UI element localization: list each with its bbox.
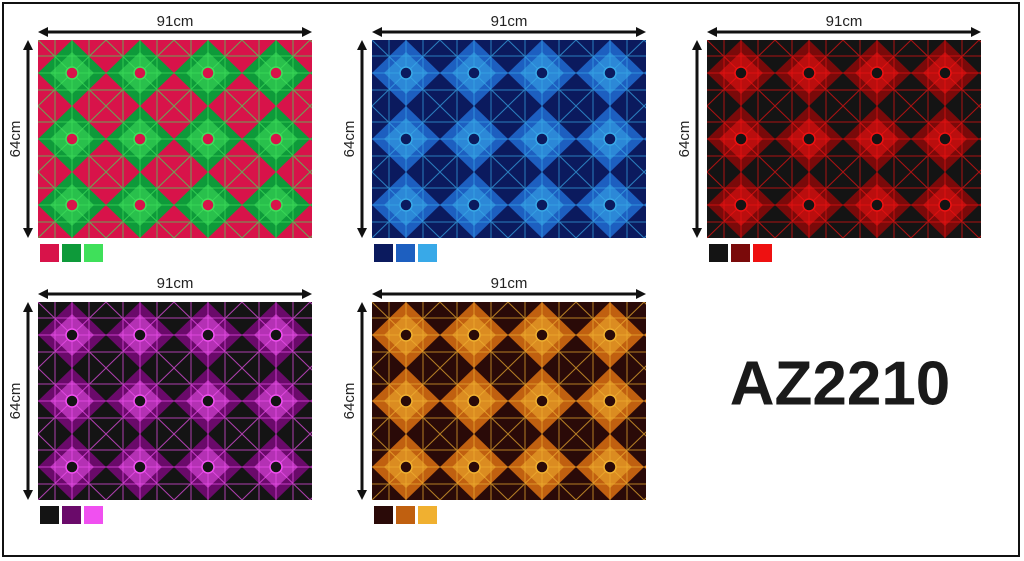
height-label: 64cm — [341, 121, 358, 158]
arrow-head — [372, 289, 382, 299]
arrow-head — [692, 228, 702, 238]
width-label: 91cm — [491, 13, 528, 30]
color-chip — [753, 244, 772, 262]
color-chip — [62, 244, 81, 262]
color-chip — [396, 506, 415, 524]
height-label: 64cm — [7, 121, 24, 158]
color-chip — [709, 244, 728, 262]
color-chip — [40, 506, 59, 524]
arrow-head — [38, 27, 48, 37]
fabric-swatch — [372, 302, 646, 500]
arrow-head — [357, 490, 367, 500]
arrow-head — [636, 27, 646, 37]
fabric-swatch — [707, 40, 981, 238]
arrow-head — [302, 27, 312, 37]
arrow-head — [23, 490, 33, 500]
arrow-head — [302, 289, 312, 299]
arrow-head — [357, 302, 367, 312]
arrow-head — [357, 228, 367, 238]
arrow-head — [23, 40, 33, 50]
arrow-head — [692, 40, 702, 50]
color-chip — [84, 244, 103, 262]
height-label: 64cm — [676, 121, 693, 158]
width-label: 91cm — [826, 13, 863, 30]
fabric-swatch — [38, 40, 312, 238]
arrow-head — [971, 27, 981, 37]
arrow-head — [357, 40, 367, 50]
color-chip — [40, 244, 59, 262]
width-label: 91cm — [157, 275, 194, 292]
color-chip — [731, 244, 750, 262]
color-chip — [418, 244, 437, 262]
arrow-head — [23, 228, 33, 238]
arrow-head — [707, 27, 717, 37]
arrow-head — [636, 289, 646, 299]
width-label: 91cm — [157, 13, 194, 30]
height-label: 64cm — [341, 383, 358, 420]
color-chip — [374, 244, 393, 262]
arrow-head — [372, 27, 382, 37]
color-chip — [418, 506, 437, 524]
fabric-swatch — [38, 302, 312, 500]
fabric-swatch — [372, 40, 646, 238]
color-chip — [396, 244, 415, 262]
color-chip — [374, 506, 393, 524]
color-chip — [84, 506, 103, 524]
arrow-head — [38, 289, 48, 299]
arrow-head — [23, 302, 33, 312]
width-label: 91cm — [491, 275, 528, 292]
product-code: AZ2210 — [730, 349, 951, 418]
height-label: 64cm — [7, 383, 24, 420]
color-chip — [62, 506, 81, 524]
